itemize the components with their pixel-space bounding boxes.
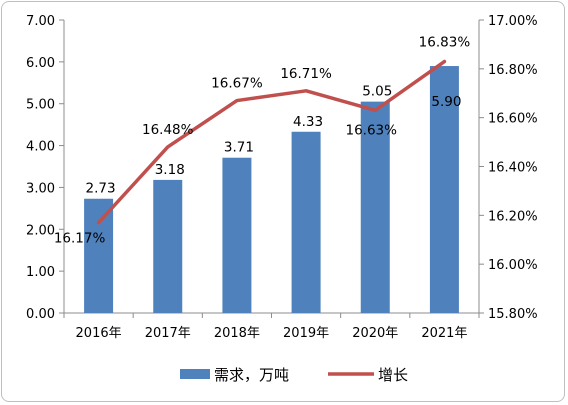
left-tick-label: 5.00 bbox=[26, 98, 55, 113]
line-data-label: 16.71% bbox=[280, 66, 332, 82]
line-point bbox=[166, 145, 170, 149]
right-tick-label: 15.80% bbox=[488, 307, 538, 322]
legend-bar-swatch bbox=[180, 369, 210, 379]
left-tick-label: 6.00 bbox=[26, 56, 55, 71]
x-tick-label: 2018年 bbox=[214, 326, 260, 341]
line-point bbox=[97, 221, 101, 225]
x-tick-label: 2019年 bbox=[283, 326, 329, 341]
bar bbox=[222, 157, 252, 313]
x-tick-label: 2017年 bbox=[145, 326, 191, 341]
left-tick-label: 1.00 bbox=[26, 265, 55, 280]
line-point bbox=[235, 99, 239, 103]
line-series-path bbox=[96, 59, 447, 225]
line-data-labels: 16.17% 16.48% 16.67% 16.71% 16.63% 16.83% bbox=[54, 35, 470, 247]
right-tick-label: 17.00% bbox=[488, 14, 538, 29]
bar bbox=[429, 66, 459, 314]
bar bbox=[84, 198, 114, 313]
right-tick-label: 16.60% bbox=[488, 112, 538, 127]
left-tick-label: 2.00 bbox=[26, 223, 55, 238]
legend: 需求，万吨 增长 bbox=[180, 366, 408, 384]
bar-data-label: 2.73 bbox=[86, 181, 116, 197]
bar bbox=[153, 179, 183, 313]
left-tick-label: 7.00 bbox=[26, 14, 55, 29]
left-tick-label: 3.00 bbox=[26, 181, 55, 196]
bar-data-label: 5.05 bbox=[362, 84, 392, 100]
line-point bbox=[373, 108, 377, 112]
bar-data-label: 4.33 bbox=[293, 114, 323, 130]
line-data-label: 16.63% bbox=[346, 122, 398, 138]
line-data-label: 16.83% bbox=[419, 35, 471, 51]
line-point bbox=[442, 60, 446, 64]
right-axis-ticks: 15.80% 16.00% 16.20% 16.40% 16.60% 16.80% 17.0… bbox=[479, 14, 538, 322]
bar bbox=[360, 101, 390, 313]
x-tick-label: 2016年 bbox=[76, 326, 122, 341]
left-tick-label: 0.00 bbox=[26, 307, 55, 322]
legend-bar-label: 需求，万吨 bbox=[214, 366, 289, 384]
line-data-label: 16.67% bbox=[211, 76, 263, 92]
bar bbox=[291, 131, 321, 313]
left-tick-label: 4.00 bbox=[26, 140, 55, 155]
bar-series bbox=[84, 66, 459, 314]
line-point bbox=[304, 89, 308, 93]
line-data-label: 16.48% bbox=[142, 122, 194, 138]
line-series bbox=[96, 59, 447, 225]
left-axis-ticks: 0.00 1.00 2.00 3.00 4.00 5.00 6.00 7.00 bbox=[26, 14, 64, 322]
chart-axes bbox=[63, 20, 480, 314]
right-tick-label: 16.40% bbox=[488, 161, 538, 176]
bar-data-labels: 2.73 3.18 3.71 4.33 5.05 5.90 bbox=[86, 84, 462, 197]
bar-data-label: 3.71 bbox=[224, 140, 254, 156]
line-data-label: 16.17% bbox=[54, 231, 106, 247]
x-tick-label: 2020年 bbox=[352, 326, 398, 341]
right-tick-label: 16.20% bbox=[488, 209, 538, 224]
bar-data-label: 3.18 bbox=[155, 162, 185, 178]
x-axis-ticks: 2016年 2017年 2018年 2019年 2020年 2021年 bbox=[63, 313, 480, 341]
x-tick-label: 2021年 bbox=[421, 326, 467, 341]
right-tick-label: 16.80% bbox=[488, 63, 538, 78]
legend-line-label: 增长 bbox=[378, 366, 408, 384]
bar-data-label: 5.90 bbox=[431, 94, 461, 110]
right-tick-label: 16.00% bbox=[488, 258, 538, 273]
